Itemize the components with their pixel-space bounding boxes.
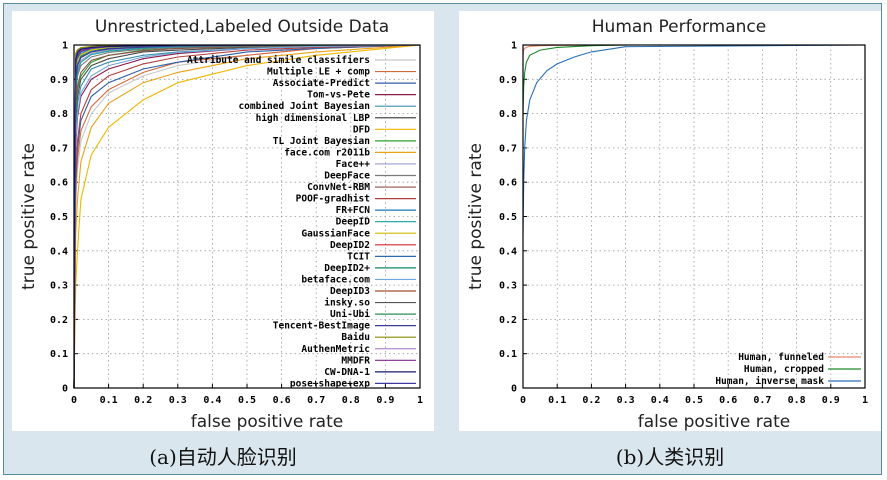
x-tick-label: 0.9 [376,395,394,406]
series-line [73,44,421,389]
y-tick-label: 0.1 [499,349,517,360]
x-tick-label: 0.2 [582,395,600,406]
legend-label: Human, cropped [744,364,824,375]
legend-label: ConvNet-RBM [307,182,370,193]
x-tick-label: 1 [417,395,423,406]
plot-area-border [73,44,421,389]
legend-label: GaussianFace [301,228,370,239]
chart-title: Unrestricted,Labeled Outside Data [95,17,389,37]
x-tick-label: 0.1 [548,395,566,406]
legend-label: CW-DNA-1 [324,367,370,378]
legend-label: FR+FCN [336,205,371,216]
caption-b: (b)人类识别 [615,445,725,469]
legend-label: Tencent-BestImage [273,321,371,332]
legend-label: TL Joint Bayesian [273,136,370,147]
y-tick-label: 0.6 [50,178,68,189]
y-tick-label: 0.1 [50,349,68,360]
x-tick-label: 0.6 [273,395,291,406]
x-axis-label: false positive rate [191,412,343,431]
y-tick-label: 0.5 [50,212,68,223]
y-tick-label: 0.4 [499,246,517,257]
plot-area-border [522,44,866,389]
legend-label: Human, funneled [738,352,824,363]
legend-label: Face++ [336,159,371,170]
y-tick-label: 0.7 [499,143,517,154]
x-tick-label: 0.3 [617,395,635,406]
legend-label: Multiple LE + comp [267,67,370,78]
legend-label: DeepID2 [330,240,370,251]
x-tick-label: 0.3 [169,395,187,406]
series-line [73,44,421,389]
series-line [73,44,421,389]
x-tick-label: 0.8 [788,395,806,406]
legend-label: Attribute and simile classifiers [187,55,370,66]
y-tick-label: 0.9 [50,75,68,86]
legend-label: MMDFR [341,355,370,366]
figure-frame: Unrestricted,Labeled Outside Data 0 0.1 0.2… [3,3,882,475]
legend-label: pose+shape+exp [290,378,370,389]
legend-label: TCIT [347,251,370,262]
legend-label: betaface.com [301,274,370,285]
y-axis-label: true positive rate [466,143,486,290]
y-tick-label: 0.2 [50,315,68,326]
legend-label: Associate-Predict [273,78,370,89]
y-tick-label: 0.9 [499,75,517,86]
legend-label: DeepID3 [330,286,370,297]
y-tick-label: 0.2 [499,315,517,326]
x-tick-label: 0.7 [307,395,325,406]
y-tick-label: 0 [511,384,517,395]
x-tick-label: 0 [520,395,526,406]
legend-label: insky.so [324,298,370,309]
x-tick-label: 0.5 [685,395,703,406]
chart-a: Unrestricted,Labeled Outside Data 0 0.1 0.2… [19,17,423,432]
legend-label: POOF-gradhist [296,194,370,205]
x-axis-label: false positive rate [638,412,790,431]
legend-label: DFD [353,124,370,135]
chart-panel-b: Human Performance 0 0.1 0.2 0.3 0.4 0.5 0.6 0.7 0… [459,11,881,432]
y-tick-label: 1 [511,41,517,52]
chart-b: Human Performance 0 0.1 0.2 0.3 0.4 0.5 0.6 0.7 0… [466,17,868,432]
legend-label: Uni-Ubi [330,309,370,320]
series-line [73,44,421,389]
y-tick-label: 0.8 [499,109,517,120]
chart-panel-a: Unrestricted,Labeled Outside Data 0 0.1 0.2… [12,11,434,432]
legend-label: face.com r2011b [284,147,370,158]
y-tick-label: 1 [62,41,68,52]
x-tick-label: 0.6 [719,395,737,406]
legend-label: Tom-vs-Pete [307,90,370,101]
y-tick-label: 0.4 [50,246,68,257]
y-tick-label: 0.7 [50,143,68,154]
series-line [522,44,866,234]
x-tick-label: 0 [71,395,77,406]
caption-a: (a)自动人脸识别 [149,445,297,469]
x-tick-label: 0.7 [753,395,771,406]
x-tick-label: 1 [862,395,868,406]
x-tick-label: 0.4 [203,395,221,406]
y-tick-label: 0.6 [499,178,517,189]
x-tick-label: 0.4 [651,395,669,406]
y-tick-label: 0.3 [50,281,68,292]
chart-title: Human Performance [592,17,766,37]
series-line [73,44,421,389]
y-tick-label: 0.8 [50,109,68,120]
legend-label: combined Joint Bayesian [238,101,370,112]
y-axis-label: true positive rate [19,143,39,290]
y-tick-label: 0.5 [499,212,517,223]
legend-label: Human, inverse mask [715,376,824,387]
x-tick-label: 0.2 [134,395,152,406]
x-tick-label: 0.5 [238,395,256,406]
x-tick-label: 0.8 [342,395,360,406]
x-tick-label: 0.1 [100,395,118,406]
y-tick-label: 0 [62,384,68,395]
legend-label: DeepID [336,217,371,228]
legend-label: Baidu [341,332,370,343]
legend-label: AuthenMetric [301,344,370,355]
legend-label: DeepFace [324,171,370,182]
legend-label: high dimensional LBP [256,113,371,124]
x-tick-label: 0.9 [822,395,840,406]
y-tick-label: 0.3 [499,281,517,292]
legend-label: DeepID2+ [324,263,370,274]
